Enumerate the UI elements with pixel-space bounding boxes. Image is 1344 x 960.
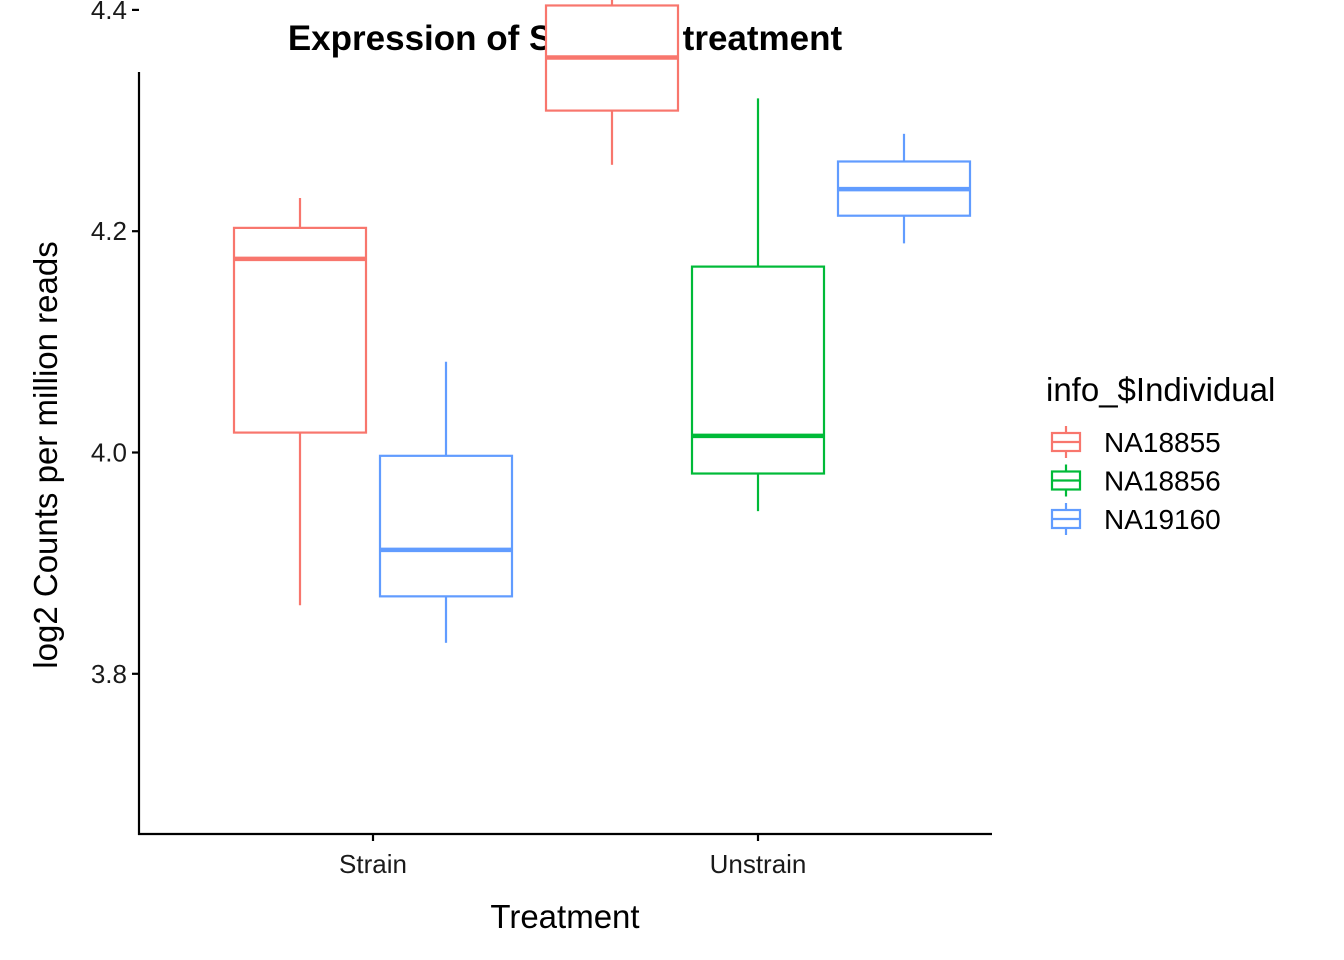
x-tick-label: Strain — [339, 849, 407, 879]
box-NA19160-Unstrain — [836, 133, 972, 244]
legend-title: info_$Individual — [1046, 371, 1275, 408]
y-tick-label: 4.4 — [91, 0, 127, 25]
legend-label: NA18856 — [1104, 466, 1221, 497]
legend-item-NA18855: NA18855 — [1050, 426, 1221, 458]
y-tick-label: 4.0 — [91, 438, 127, 468]
box-NA18856-Unstrain — [690, 98, 826, 512]
box-NA18855-Unstrain — [544, 0, 680, 165]
box-iqr — [232, 226, 368, 434]
x-axis-title: Treatment — [490, 898, 639, 935]
y-axis-ticks: 3.8 4.0 4.2 4.4 — [91, 0, 139, 689]
legend-item-NA18856: NA18856 — [1050, 464, 1221, 497]
box-NA19160-Strain — [378, 361, 514, 643]
legend-label: NA19160 — [1104, 504, 1221, 535]
y-tick-label: 4.2 — [91, 216, 127, 246]
legend: info_$Individual NA18855 NA18856 NA19160 — [1046, 371, 1275, 535]
x-axis-ticks: Strain Unstrain — [339, 834, 806, 879]
legend-label: NA18855 — [1104, 427, 1221, 458]
x-tick-label: Unstrain — [710, 849, 807, 879]
box-iqr — [690, 265, 826, 475]
box-iqr — [378, 454, 514, 598]
legend-item-NA19160: NA19160 — [1050, 503, 1221, 535]
box-NA18855-Strain — [232, 198, 368, 606]
y-axis-title: log2 Counts per million reads — [27, 241, 64, 668]
plot-boxes — [232, 0, 972, 643]
y-tick-label: 3.8 — [91, 659, 127, 689]
